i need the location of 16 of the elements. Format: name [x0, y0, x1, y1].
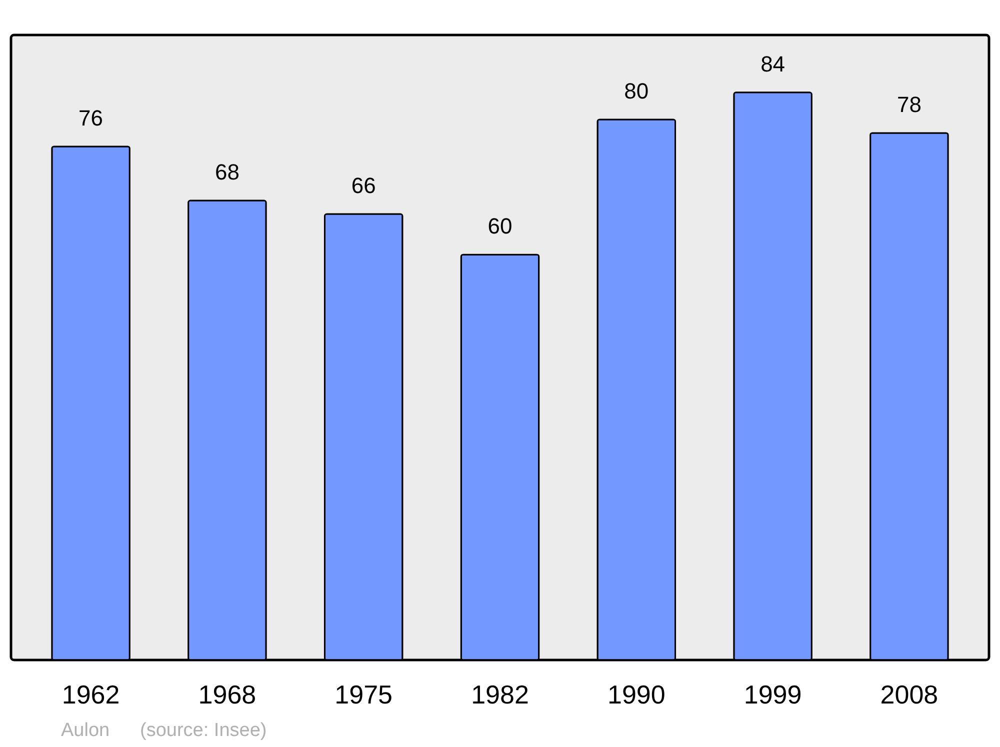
data-label: 66	[351, 173, 376, 198]
data-label: 60	[488, 214, 512, 239]
data-label: 84	[760, 51, 786, 76]
data-label: 76	[78, 105, 104, 130]
x-tick-label: 1975	[334, 680, 393, 710]
x-tick-label: 2008	[880, 680, 938, 710]
x-tick-label: 1982	[471, 680, 529, 710]
data-label: 80	[624, 78, 649, 104]
x-tick-label: 1962	[62, 680, 120, 710]
x-tick-label: 1968	[198, 680, 256, 710]
text: Aulon	[61, 720, 110, 741]
data-label: 68	[214, 160, 240, 185]
data-label: 78	[896, 92, 922, 117]
x-tick-label: 1999	[744, 680, 802, 710]
text: (source: Insee)	[140, 720, 267, 741]
x-tick-label: 1990	[607, 680, 666, 710]
